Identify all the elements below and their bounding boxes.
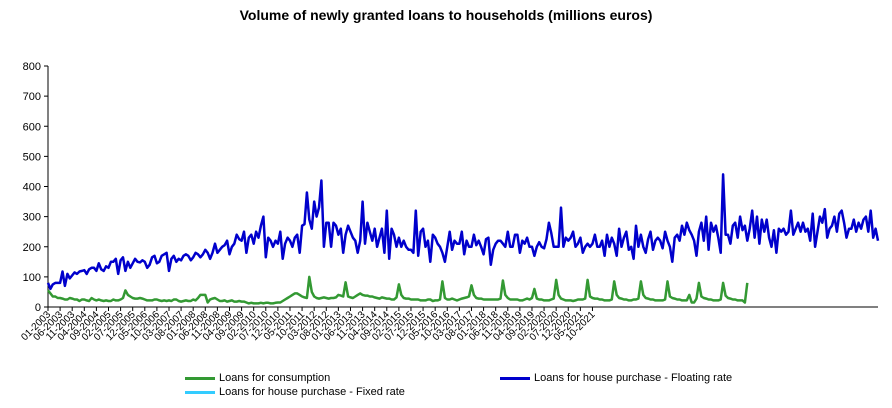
series-line-1 [46,173,880,291]
legend-item-floating-rate: Loans for house purchase - Floating rate [500,372,732,384]
legend-label-consumption: Loans for consumption [219,372,331,384]
y-tick-label: 600 [23,121,41,133]
y-tick-label: 300 [23,212,41,224]
y-tick-label: 700 [23,91,41,103]
y-tick-label: 200 [23,242,41,254]
legend-swatch-floating-rate [500,376,530,380]
legend-swatch-consumption [185,376,215,380]
y-tick-label: 500 [23,151,41,163]
legend-swatch-fixed-rate [185,390,215,394]
series-line-0 [47,275,749,305]
y-tick-label: 0 [35,302,41,314]
legend-label-floating-rate: Loans for house purchase - Floating rate [534,372,733,384]
y-tick-label: 400 [23,182,41,194]
legend-item-fixed-rate: Loans for house purchase - Fixed rate [185,386,405,398]
legend-label-fixed-rate: Loans for house purchase - Fixed rate [219,386,405,398]
chart-title: Volume of newly granted loans to househo… [239,7,653,23]
y-tick-label: 100 [23,272,41,284]
y-tick-label: 800 [23,61,41,73]
legend-item-consumption: Loans for consumption [185,372,330,384]
